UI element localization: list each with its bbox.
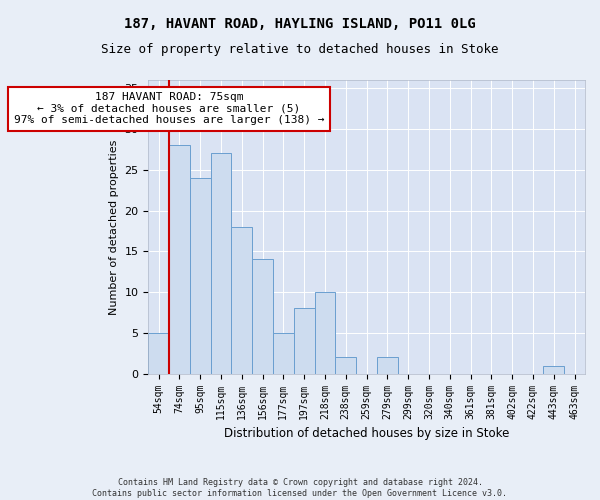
Bar xyxy=(232,227,252,374)
Text: 187 HAVANT ROAD: 75sqm
← 3% of detached houses are smaller (5)
97% of semi-detac: 187 HAVANT ROAD: 75sqm ← 3% of detached … xyxy=(14,92,324,126)
Bar xyxy=(252,260,273,374)
Bar xyxy=(273,333,294,374)
Bar xyxy=(294,308,314,374)
Y-axis label: Number of detached properties: Number of detached properties xyxy=(109,139,119,314)
Text: Contains HM Land Registry data © Crown copyright and database right 2024.
Contai: Contains HM Land Registry data © Crown c… xyxy=(92,478,508,498)
Text: 187, HAVANT ROAD, HAYLING ISLAND, PO11 0LG: 187, HAVANT ROAD, HAYLING ISLAND, PO11 0… xyxy=(124,18,476,32)
Bar xyxy=(211,154,232,374)
Bar xyxy=(190,178,211,374)
Bar xyxy=(148,333,169,374)
Bar xyxy=(169,146,190,374)
X-axis label: Distribution of detached houses by size in Stoke: Distribution of detached houses by size … xyxy=(224,427,509,440)
Bar xyxy=(544,366,564,374)
Bar xyxy=(314,292,335,374)
Bar xyxy=(335,358,356,374)
Bar xyxy=(377,358,398,374)
Text: Size of property relative to detached houses in Stoke: Size of property relative to detached ho… xyxy=(101,42,499,56)
